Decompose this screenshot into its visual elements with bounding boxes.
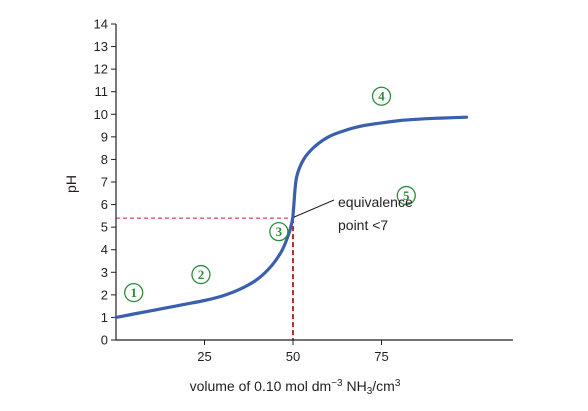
annotation-line-1: equivalence (338, 194, 413, 210)
y-tick-label: 1 (101, 310, 108, 325)
marker-circle (191, 264, 211, 285)
region-marker-5: 5 (396, 185, 416, 206)
y-tick-label: 7 (101, 175, 108, 190)
x-axis-title: volume of 0.10 mol dm−3 NH3/cm3 (190, 378, 401, 397)
y-tick-label: 13 (94, 39, 108, 54)
annotation-line-2: point <7 (338, 217, 388, 233)
y-tick-label: 0 (101, 333, 108, 348)
series-group (114, 115, 469, 319)
y-tick-label: 10 (94, 107, 108, 122)
titration-curve (114, 115, 469, 319)
x-tick-label: 50 (286, 349, 300, 364)
y-axis-title: pH (63, 175, 79, 193)
y-tick-label: 12 (94, 62, 108, 77)
marker-label: 2 (198, 267, 205, 282)
region-marker-3: 3 (269, 222, 289, 242)
y-tick-label: 11 (95, 84, 109, 99)
marker-label: 3 (276, 224, 283, 239)
y-tick-label: 14 (94, 17, 108, 32)
marker-label: 5 (403, 188, 410, 203)
y-tick-label: 6 (101, 197, 108, 212)
x-tick-label: 75 (374, 349, 388, 364)
x-tick-label: 25 (197, 349, 211, 364)
marker-label: 4 (378, 89, 385, 104)
marker-label: 1 (130, 285, 137, 300)
axes (115, 24, 513, 341)
y-tick-label: 2 (101, 287, 108, 302)
marker-circle (269, 222, 289, 242)
region-marker-1: 1 (124, 282, 144, 303)
annotation-leader-line (293, 199, 335, 218)
y-tick-label: 4 (101, 242, 108, 257)
y-tick-label: 9 (101, 129, 108, 144)
equivalence-lines (116, 217, 294, 340)
marker-circle (371, 86, 392, 106)
marker-circle (124, 282, 144, 303)
y-tick-label: 5 (101, 220, 108, 235)
region-markers: 1 2 3 4 5 (124, 86, 416, 303)
region-marker-4: 4 (371, 86, 392, 106)
y-tick-label: 3 (101, 265, 108, 280)
y-tick-label: 8 (101, 152, 108, 167)
region-marker-2: 2 (191, 264, 211, 285)
annotation-group: equivalence point <7 (293, 194, 413, 233)
marker-circle (396, 185, 416, 206)
